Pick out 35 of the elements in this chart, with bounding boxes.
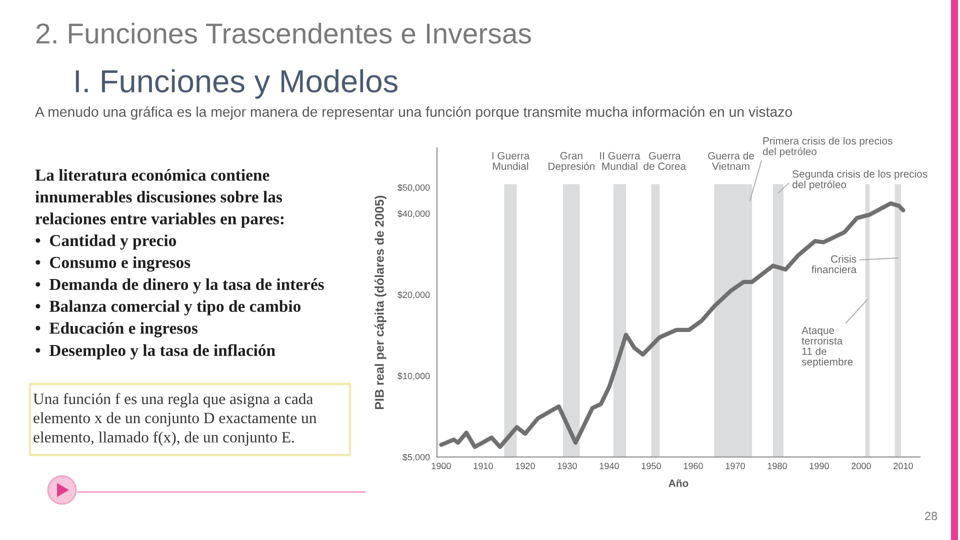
chart-title: 2. Funciones Trascendentes e Inversas — [36, 22, 531, 44]
x-tick-label: 1900 — [432, 462, 451, 470]
band-label: Guerra de Corea — [644, 152, 686, 170]
band-label: Guerra de Vietnam — [708, 152, 754, 170]
band-label: Primera crisis de los precios del petróleo — [762, 136, 892, 158]
x-tick-label: 1990 — [810, 462, 829, 470]
x-tick-label: 2010 — [894, 462, 913, 470]
x-tick-label: 1960 — [684, 462, 703, 470]
x-tick-label: 2000 — [852, 462, 871, 470]
text: 28 — [925, 512, 938, 520]
text: A menudo una gráfica es la mejor manera de representar una función porque transmite mucha información en un vistazo — [35, 106, 792, 120]
text: La literatura económica contiene innumerables discusiones sobre las relaciones entre variables en pares: • Cantidad y precio • Consumo e ingresos • Demanda de dinero y la tasa de interés • Balanza comercial y tipo de cambio • Educación e ingresos • Desempleo y la tasa de inflación — [35, 168, 324, 360]
x-tick-label: 1930 — [558, 462, 577, 470]
x-tick-label: 1980 — [768, 462, 787, 470]
x-tick-label: 1920 — [516, 462, 535, 470]
band-label: Crisis financiera — [812, 255, 857, 274]
y-tick-label: $20,000 — [398, 291, 430, 300]
text: Una función f es una regla que asigna a cada elemento x de un conjunto D exactamente un elemento, llamado f(x), de un conjunto E. — [33, 393, 316, 446]
y-axis-title: PIB real per cápita (dólares de 2005) — [374, 196, 386, 409]
x-tick-label: 1940 — [600, 462, 619, 470]
x-tick-label: 1950 — [642, 462, 661, 470]
band-label: II Guerra Mundial — [600, 152, 640, 170]
x-tick-label: 1970 — [726, 462, 745, 470]
y-tick-label: $5,000 — [402, 454, 430, 462]
band-label: Ataque terrorista 11 de septiembre — [802, 326, 853, 368]
band-label: Segunda crisis de los precios del petróleo — [792, 170, 928, 190]
x-tick-label: 1910 — [474, 462, 493, 470]
line-series — [439, 201, 906, 449]
band-label: I Guerra Mundial — [492, 152, 530, 170]
y-tick-label: $10,000 — [398, 372, 430, 380]
chart-subtitle: I. Funciones y Modelos — [76, 69, 398, 99]
x-axis-title: Año — [668, 479, 688, 487]
y-tick-label: $50,000 — [398, 184, 430, 192]
y-tick-label: $40,000 — [398, 210, 430, 218]
band-label: Gran Depresión — [548, 152, 594, 172]
